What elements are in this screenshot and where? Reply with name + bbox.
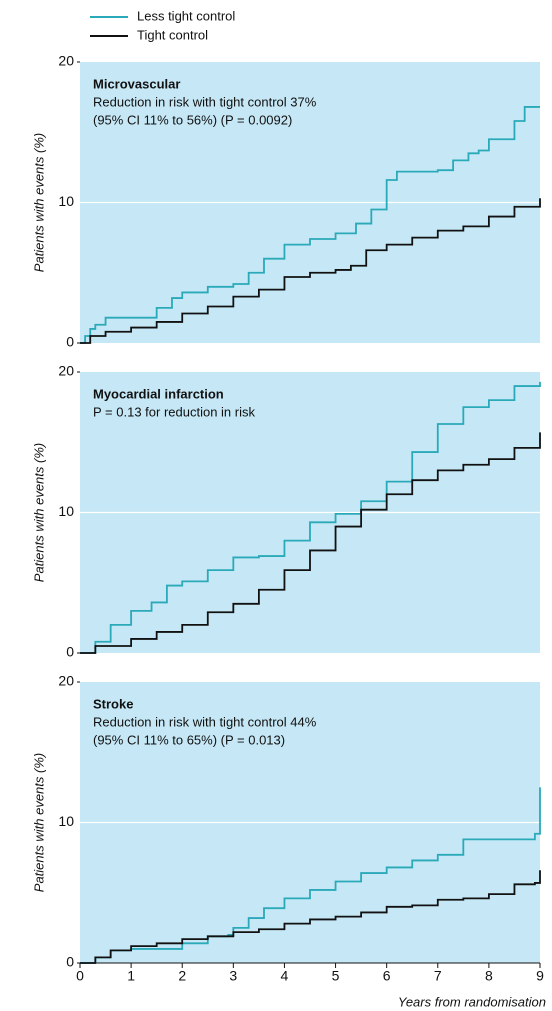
y-tick-label: 10 bbox=[58, 813, 74, 829]
x-tick-label: 1 bbox=[127, 968, 135, 984]
x-tick-label: 5 bbox=[332, 968, 340, 984]
x-tick-label: 0 bbox=[76, 968, 84, 984]
y-axis-label: Patients with events (%) bbox=[31, 443, 46, 582]
x-tick-label: 9 bbox=[536, 968, 544, 984]
x-tick-label: 2 bbox=[178, 968, 186, 984]
panel-title: Myocardial infarction bbox=[93, 386, 224, 401]
x-tick-label: 3 bbox=[229, 968, 237, 984]
series-line bbox=[80, 106, 540, 344]
y-axis-label: Patients with events (%) bbox=[31, 133, 46, 272]
series-line bbox=[80, 381, 541, 654]
annotation: Reduction in risk with tight control 44% bbox=[93, 714, 317, 729]
panel-title: Stroke bbox=[93, 696, 133, 711]
x-tick-label: 4 bbox=[281, 968, 289, 984]
panel-title: Microvascular bbox=[93, 76, 180, 91]
y-tick-label: 0 bbox=[66, 954, 74, 970]
series-line bbox=[80, 787, 541, 964]
annotation: (95% CI 11% to 65%) (P = 0.013) bbox=[93, 732, 285, 747]
annotation: P = 0.13 for reduction in risk bbox=[93, 404, 255, 419]
x-tick-label: 6 bbox=[383, 968, 391, 984]
series-line bbox=[80, 198, 541, 344]
series-line bbox=[80, 870, 541, 964]
x-axis-label: Years from randomisation bbox=[398, 994, 546, 1009]
y-tick-label: 20 bbox=[58, 673, 74, 689]
y-tick-label: 10 bbox=[58, 503, 74, 519]
y-axis-label: Patients with events (%) bbox=[31, 753, 46, 892]
y-tick-label: 20 bbox=[58, 363, 74, 379]
x-tick-label: 8 bbox=[485, 968, 493, 984]
y-tick-label: 10 bbox=[58, 193, 74, 209]
y-tick-label: 0 bbox=[66, 334, 74, 350]
legend-label: Tight control bbox=[137, 27, 208, 42]
x-tick-label: 7 bbox=[434, 968, 442, 984]
annotation: (95% CI 11% to 56%) (P = 0.0092) bbox=[93, 112, 292, 127]
y-tick-label: 0 bbox=[66, 644, 74, 660]
y-tick-label: 20 bbox=[58, 53, 74, 69]
series-line bbox=[80, 432, 541, 654]
annotation: Reduction in risk with tight control 37% bbox=[93, 94, 317, 109]
legend-label: Less tight control bbox=[137, 8, 235, 23]
